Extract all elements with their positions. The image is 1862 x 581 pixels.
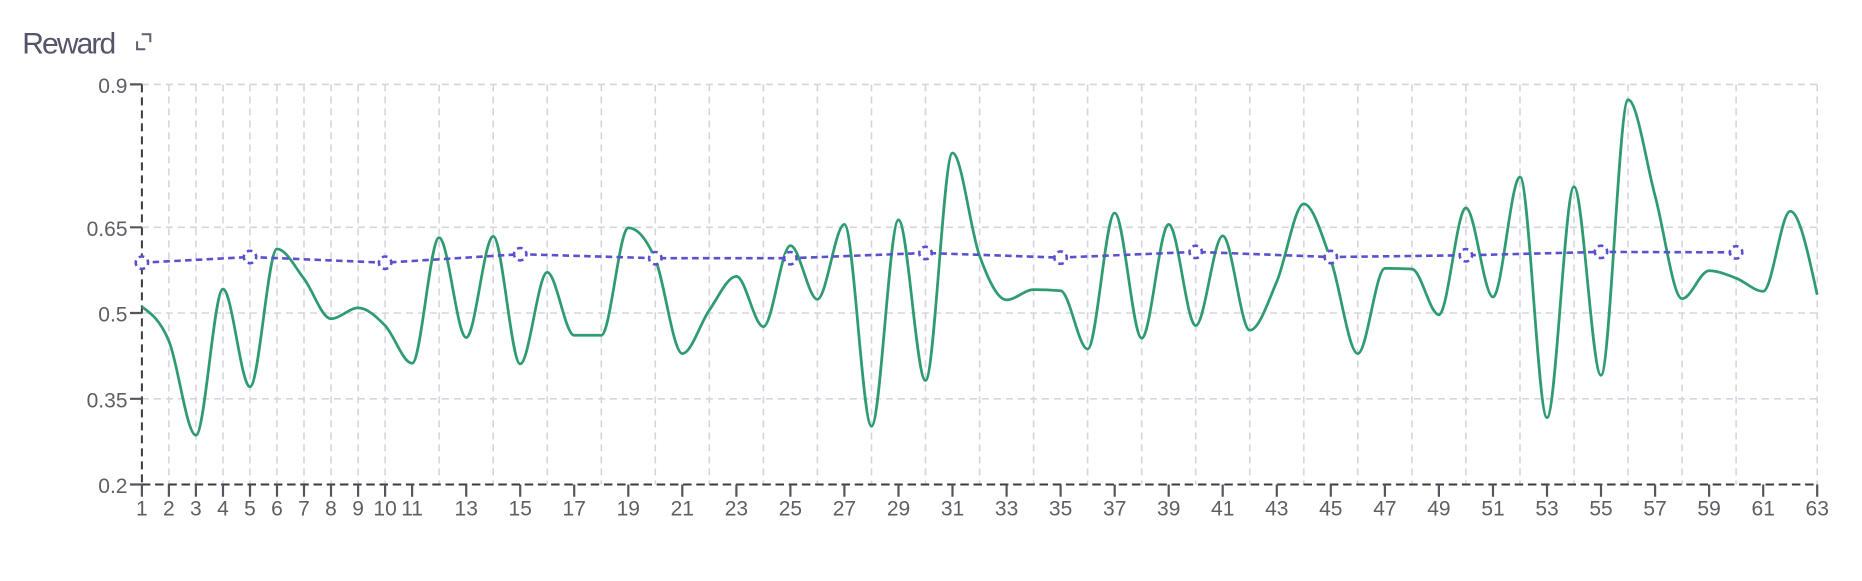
svg-text:5: 5 [244,498,256,521]
svg-text:53: 53 [1535,498,1558,521]
svg-text:57: 57 [1643,498,1666,521]
svg-text:0.35: 0.35 [87,389,128,412]
svg-text:55: 55 [1589,498,1612,521]
svg-text:7: 7 [298,498,310,521]
svg-text:3: 3 [190,498,202,521]
svg-text:61: 61 [1752,498,1775,521]
svg-text:0.65: 0.65 [87,218,128,241]
svg-text:23: 23 [725,498,748,521]
svg-text:45: 45 [1319,498,1342,521]
svg-text:33: 33 [995,498,1018,521]
svg-text:6: 6 [271,498,283,521]
svg-text:Reward: Reward [22,27,114,60]
svg-text:59: 59 [1697,498,1720,521]
svg-text:0.2: 0.2 [98,475,127,498]
svg-text:0.9: 0.9 [98,75,127,98]
svg-text:15: 15 [509,498,532,521]
svg-text:31: 31 [941,498,964,521]
svg-text:11: 11 [401,498,423,521]
svg-text:13: 13 [455,498,478,521]
svg-text:37: 37 [1103,498,1126,521]
svg-text:0.5: 0.5 [98,304,127,327]
svg-text:21: 21 [671,498,694,521]
svg-text:19: 19 [617,498,640,521]
svg-text:1: 1 [136,498,148,521]
svg-text:63: 63 [1806,498,1829,521]
svg-text:51: 51 [1481,498,1504,521]
svg-text:47: 47 [1373,498,1396,521]
svg-text:8: 8 [325,498,337,521]
svg-text:2: 2 [163,498,175,521]
svg-text:49: 49 [1427,498,1450,521]
svg-text:17: 17 [563,498,586,521]
svg-text:39: 39 [1157,498,1180,521]
svg-text:29: 29 [887,498,910,521]
svg-text:25: 25 [779,498,802,521]
svg-text:9: 9 [352,498,364,521]
svg-text:10: 10 [373,498,396,521]
svg-text:4: 4 [217,498,229,521]
svg-text:27: 27 [833,498,856,521]
svg-text:35: 35 [1049,498,1072,521]
svg-text:43: 43 [1265,498,1288,521]
svg-text:41: 41 [1211,498,1234,521]
